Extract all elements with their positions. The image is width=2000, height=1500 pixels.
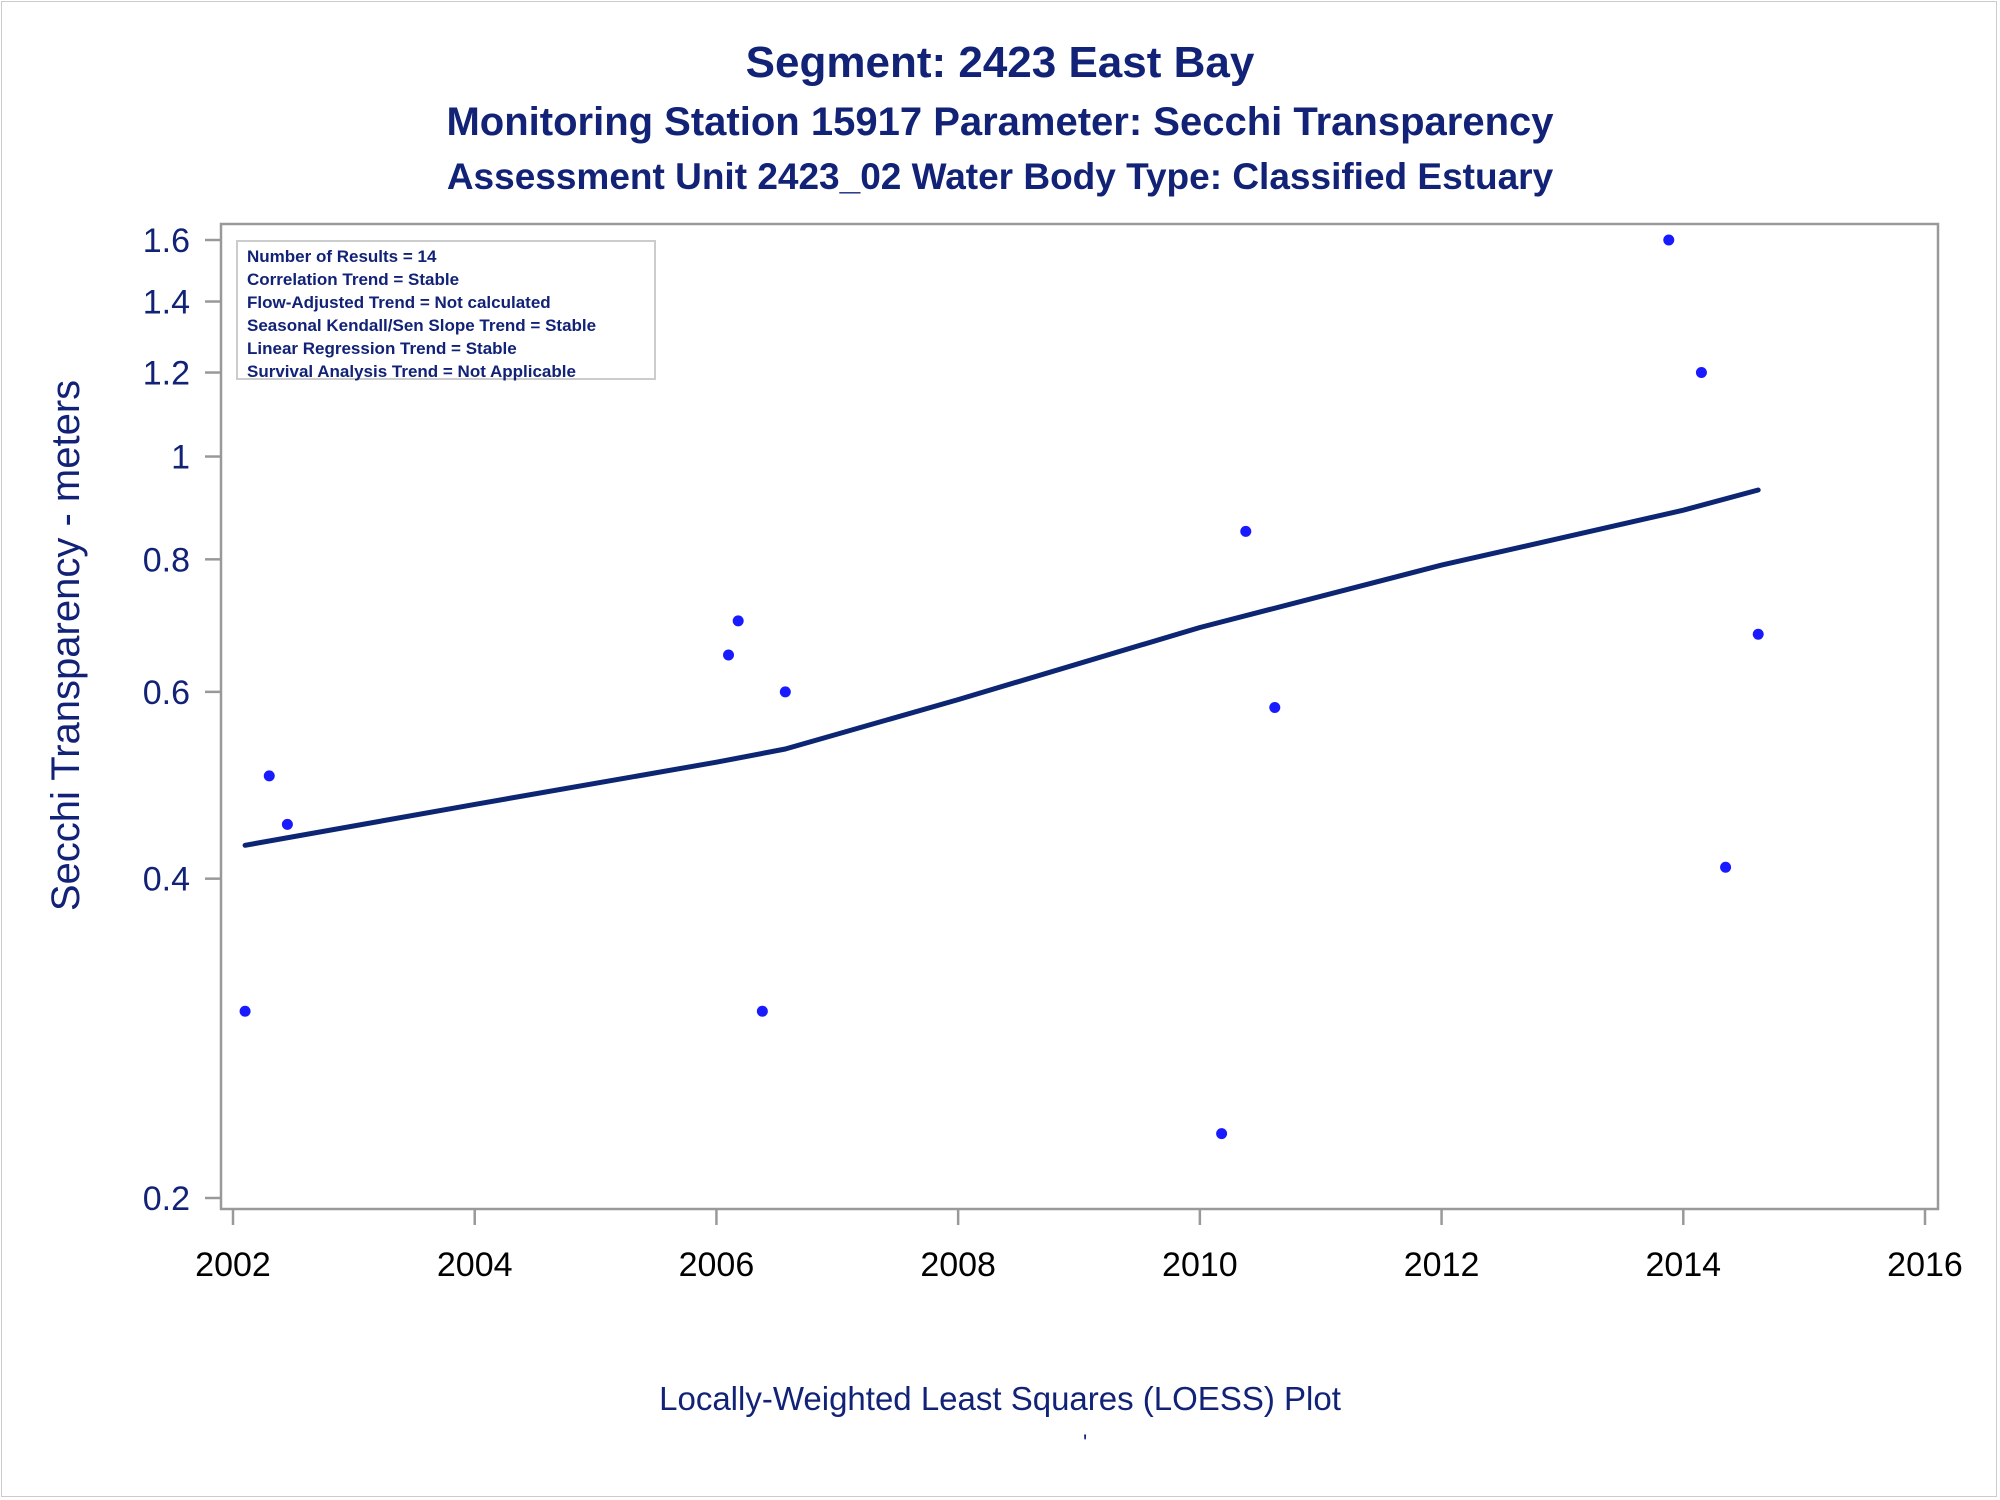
data-point bbox=[239, 1005, 251, 1017]
stats-line-correlation: Correlation Trend = Stable bbox=[247, 270, 460, 289]
data-point bbox=[1269, 701, 1281, 713]
chart-title: Segment: 2423 East Bay bbox=[0, 38, 2000, 88]
data-point bbox=[1695, 367, 1707, 379]
chart-marks bbox=[239, 234, 1764, 1140]
y-tick-label: 0.8 bbox=[143, 541, 190, 579]
y-tick-label: 1.2 bbox=[143, 355, 190, 393]
data-point bbox=[1752, 628, 1764, 640]
trend-stats-box: Number of Results = 14 Correlation Trend… bbox=[236, 240, 656, 381]
data-point bbox=[1216, 1128, 1228, 1140]
data-point bbox=[1720, 861, 1732, 873]
data-point bbox=[723, 649, 735, 661]
x-tick-label: 2010 bbox=[1162, 1246, 1238, 1284]
y-tick-label: 1.4 bbox=[143, 284, 190, 322]
y-axis-label-wrap: Secchi Transparency - meters bbox=[42, 280, 92, 1010]
stats-line-linear-regression: Linear Regression Trend = Stable bbox=[247, 339, 517, 358]
stats-line-flow-adjusted: Flow-Adjusted Trend = Not calculated bbox=[247, 293, 551, 312]
x-tick-label: 2016 bbox=[1887, 1246, 1963, 1284]
y-tick-label: 0.2 bbox=[143, 1180, 190, 1218]
chart-subtitle-1: Monitoring Station 15917 Parameter: Secc… bbox=[0, 100, 2000, 145]
stats-line-seasonal-kendall: Seasonal Kendall/Sen Slope Trend = Stabl… bbox=[247, 316, 597, 335]
stats-line-results: Number of Results = 14 bbox=[247, 247, 437, 266]
footnote: Locally-Weighted Least Squares (LOESS) P… bbox=[659, 1380, 1341, 1417]
y-tick-label: 0.4 bbox=[143, 861, 190, 899]
data-point bbox=[281, 818, 293, 830]
data-point bbox=[756, 1005, 768, 1017]
x-tick-label: 2004 bbox=[437, 1246, 513, 1284]
data-point bbox=[263, 770, 275, 782]
y-axis-label: Secchi Transparency - meters bbox=[44, 379, 89, 911]
x-tick-label: 2002 bbox=[195, 1246, 271, 1284]
chart-subtitle-2: Assessment Unit 2423_02 Water Body Type:… bbox=[0, 156, 2000, 198]
x-tick-label: 2008 bbox=[920, 1246, 996, 1284]
subtitle2-text: Assessment Unit 2423_02 Water Body Type:… bbox=[446, 156, 1554, 197]
x-tick-label: 2006 bbox=[679, 1246, 755, 1284]
loess-line bbox=[242, 487, 1761, 848]
plot-area bbox=[219, 222, 1940, 1211]
y-tick-label: 1 bbox=[171, 439, 190, 477]
title-text: Segment: 2423 East Bay bbox=[745, 38, 1255, 87]
data-point bbox=[1663, 234, 1675, 246]
y-axis: 0.2 0.4 0.6 0.8 1 1.2 1.4 1.6 bbox=[143, 222, 221, 1218]
y-tick-label: 0.6 bbox=[143, 674, 190, 712]
x-tick-label: 2014 bbox=[1645, 1246, 1721, 1284]
footnote-mark: ' bbox=[1083, 1430, 1088, 1455]
data-point bbox=[1240, 525, 1252, 537]
data-point bbox=[732, 615, 744, 627]
x-axis: 2002 2004 2006 2008 2010 2012 2014 2016 bbox=[195, 1209, 1963, 1284]
subtitle1-text: Monitoring Station 15917 Parameter: Secc… bbox=[446, 100, 1554, 144]
y-tick-label: 1.6 bbox=[143, 222, 190, 260]
stats-line-survival-analysis: Survival Analysis Trend = Not Applicable bbox=[247, 362, 576, 381]
data-point bbox=[779, 686, 791, 698]
x-tick-label: 2012 bbox=[1404, 1246, 1480, 1284]
